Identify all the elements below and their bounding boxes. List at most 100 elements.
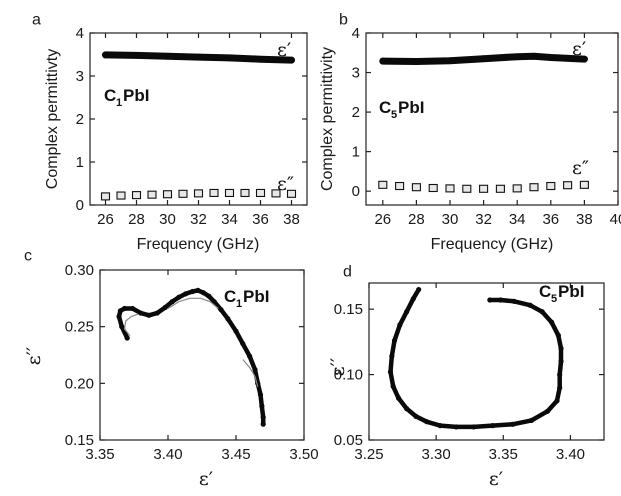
data-point xyxy=(581,55,588,63)
x-tick-label: 30 xyxy=(442,211,459,228)
data-point xyxy=(480,55,487,63)
data-point xyxy=(133,51,140,59)
data-point xyxy=(255,188,266,198)
y-tick-label: 1 xyxy=(76,154,84,171)
data-point xyxy=(395,395,402,401)
data-point xyxy=(511,298,517,304)
x-tick-label: 3.30 xyxy=(422,446,451,463)
x-tick-label: 26 xyxy=(374,211,391,228)
data-point xyxy=(247,353,253,359)
data-point xyxy=(102,51,109,59)
material-subscript: 5 xyxy=(551,293,557,305)
data-point xyxy=(288,56,295,64)
data-point xyxy=(395,181,405,191)
y-tick-label: 0 xyxy=(352,183,360,200)
data-point xyxy=(546,181,556,191)
x-tick-label: 36 xyxy=(252,211,269,228)
series-label-eps-prime: ε′ xyxy=(277,39,291,61)
data-point xyxy=(549,319,555,325)
x-tick-label: 3.35 xyxy=(85,446,114,463)
x-tick-label: 3.45 xyxy=(221,446,250,463)
data-point xyxy=(124,335,130,341)
data-point xyxy=(121,305,128,312)
data-point xyxy=(138,310,144,316)
y-axis-label: Complex permittivity xyxy=(319,47,336,191)
x-tick-label: 34 xyxy=(221,211,238,228)
data-point xyxy=(424,419,430,425)
x-tick-label: 3.50 xyxy=(289,446,318,463)
material-letter: C xyxy=(104,86,116,105)
material-suffix: PbI xyxy=(123,86,149,105)
material-label: C 1 PbI xyxy=(104,86,149,109)
material-subscript: 1 xyxy=(236,298,242,310)
y-tick-label: 4 xyxy=(352,25,360,42)
data-point xyxy=(437,423,443,429)
y-tick-label: 0 xyxy=(76,197,84,214)
data-point xyxy=(404,309,410,315)
material-suffix: PbI xyxy=(558,282,584,301)
data-point xyxy=(479,184,489,193)
data-point xyxy=(169,299,175,305)
x-tick-label: 40 xyxy=(610,211,621,228)
data-point xyxy=(183,291,189,297)
data-point xyxy=(391,337,398,344)
data-point xyxy=(498,297,504,303)
data-point xyxy=(510,421,516,427)
data-point xyxy=(146,312,152,318)
panel-letter: d xyxy=(343,263,352,280)
data-point xyxy=(416,286,422,293)
y-axis-label: ε′′ xyxy=(23,347,45,365)
y-tick-label: 0.25 xyxy=(65,319,94,336)
data-point xyxy=(397,322,403,328)
data-point xyxy=(530,52,538,60)
data-point xyxy=(528,417,535,423)
y-tick-label: 3 xyxy=(76,68,84,85)
axes-frame xyxy=(365,32,619,206)
data-point xyxy=(195,287,201,293)
series-curve-0 xyxy=(116,287,266,427)
series-curve-0 xyxy=(387,286,564,430)
data-point xyxy=(240,188,250,198)
data-point xyxy=(462,184,472,193)
panel-letter: b xyxy=(339,11,348,28)
x-tick-label: 34 xyxy=(509,211,526,228)
material-letter: C xyxy=(539,282,551,301)
x-tick-label: 28 xyxy=(408,211,425,228)
data-point xyxy=(554,398,560,404)
data-point xyxy=(413,58,420,65)
series-label-eps-double-prime: ε″ xyxy=(572,157,589,179)
data-point xyxy=(271,189,281,198)
data-point xyxy=(471,424,477,430)
y-tick-label: 1 xyxy=(352,144,360,161)
data-point xyxy=(563,181,573,190)
fit-curve xyxy=(242,359,259,387)
x-axis-label: ε′ xyxy=(489,468,503,490)
axes-frame xyxy=(99,269,305,441)
data-point xyxy=(119,324,125,330)
data-point xyxy=(209,188,219,198)
material-subscript: 5 xyxy=(391,109,397,121)
series-curve-3 xyxy=(242,359,259,387)
data-point xyxy=(445,184,455,193)
panel-letter: a xyxy=(32,11,41,28)
data-point xyxy=(225,316,231,322)
x-axis-label: ε′ xyxy=(199,468,213,490)
x-tick-label: 38 xyxy=(283,211,300,228)
data-point xyxy=(527,302,533,308)
data-point xyxy=(116,313,122,320)
data-point xyxy=(487,297,493,303)
y-axis-label: ε′′ xyxy=(327,358,349,376)
material-label: C 5 PbI xyxy=(539,282,584,305)
y-axis-label: Complex permittivty xyxy=(44,49,61,189)
data-point xyxy=(413,413,419,420)
data-point xyxy=(390,383,396,389)
data-point xyxy=(240,341,246,347)
data-point xyxy=(257,55,264,63)
data-point xyxy=(154,310,160,316)
series-eps-double-prime xyxy=(100,188,297,201)
series-label-eps-prime: ε′ xyxy=(572,38,586,60)
data-point xyxy=(226,54,233,62)
data-point xyxy=(176,294,182,300)
data-point xyxy=(579,180,589,189)
